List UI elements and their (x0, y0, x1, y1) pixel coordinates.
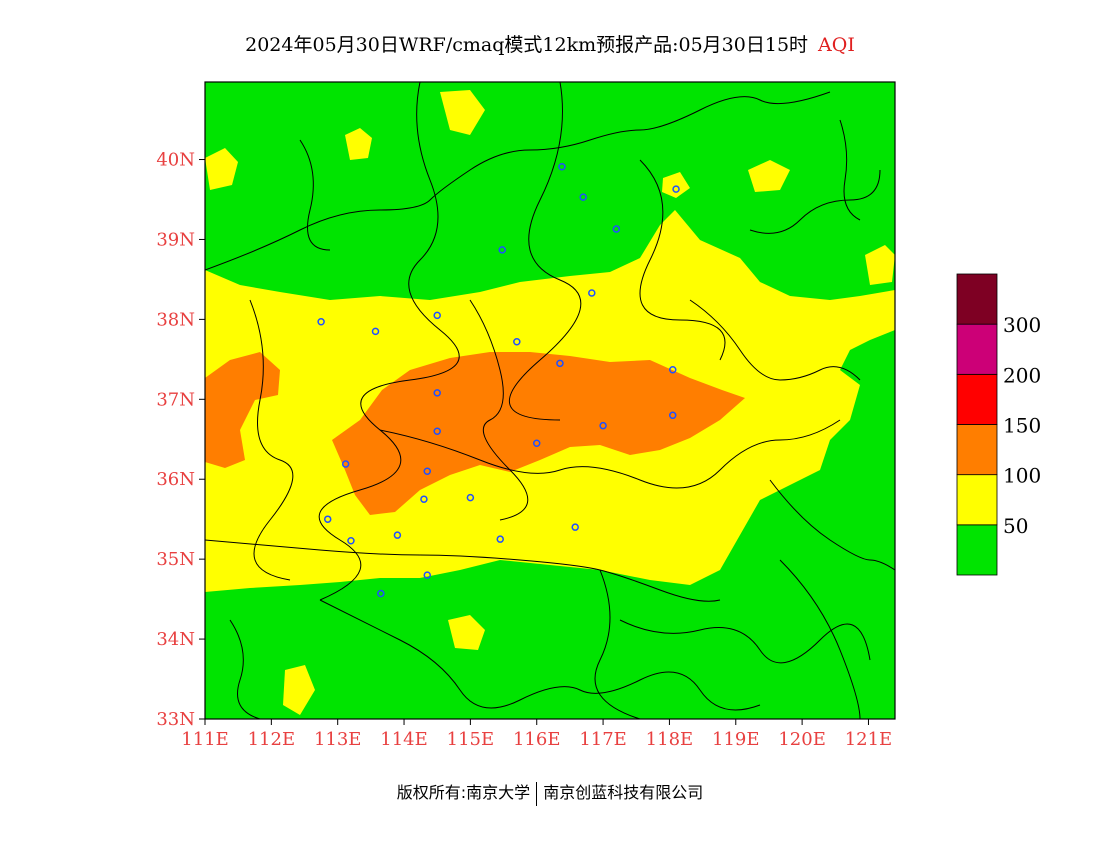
copyright-separator (536, 781, 538, 806)
lat-label: 38N (156, 309, 195, 330)
city-marker (672, 185, 680, 193)
orange-zone-west (205, 352, 280, 468)
city-marker (579, 193, 587, 201)
title-main: 2024年05月30日WRF/cmaq模式12km预报产品:05月30日15时 (245, 34, 809, 56)
yellow-zone-small-8 (662, 172, 690, 198)
yellow-zone-small-4 (865, 245, 895, 285)
lat-label: 35N (156, 549, 195, 570)
city-marker (588, 289, 596, 297)
city-marker (433, 389, 441, 397)
city-marker (433, 311, 441, 320)
lat-label: 34N (156, 629, 195, 650)
yellow-zone-small-6 (283, 665, 315, 715)
city-marker (377, 589, 385, 598)
lon-label: 112E (248, 729, 296, 750)
city-marker (420, 495, 428, 503)
city-marker (341, 460, 350, 468)
city-marker (423, 571, 432, 579)
map-plot-area (205, 82, 895, 719)
copyright-left: 版权所有:南京大学 (396, 783, 531, 802)
legend-swatch (956, 273, 998, 325)
legend-label: 150 (1003, 414, 1041, 438)
copyright-right: 南京创蓝科技有限公司 (543, 783, 704, 802)
city-marker (668, 365, 677, 374)
legend-swatch (956, 373, 998, 425)
city-marker (556, 359, 564, 368)
orange-zone (332, 352, 745, 515)
longitude-axis: 111E 112E 113E 114E 115E 116E 117E 118E 119E 120E… (181, 719, 892, 750)
city-marker (393, 531, 402, 539)
lon-label: 115E (447, 729, 495, 750)
lon-label: 114E (380, 729, 428, 750)
city-marker (423, 467, 432, 475)
city-markers (317, 162, 680, 598)
legend-label: 50 (1003, 514, 1028, 538)
city-marker (433, 427, 441, 436)
city-marker (558, 162, 566, 171)
city-marker (317, 318, 325, 326)
lon-label: 120E (778, 729, 826, 750)
legend-label: 300 (1003, 313, 1041, 337)
lon-label: 119E (712, 729, 760, 750)
yellow-zone-small-5 (448, 615, 485, 650)
yellow-zone-small-1 (345, 128, 372, 160)
city-marker (668, 411, 677, 420)
lat-label: 39N (156, 229, 195, 250)
legend-swatch (956, 524, 998, 576)
legend-swatch (956, 474, 998, 526)
lon-label: 113E (314, 729, 362, 750)
lat-label: 33N (156, 709, 195, 730)
city-marker (599, 421, 607, 430)
latitude-axis: 33N 34N 35N 36N 37N 38N 39N 40N (156, 150, 205, 730)
lat-label: 36N (156, 469, 195, 490)
lon-label: 117E (579, 729, 627, 750)
city-marker (466, 493, 475, 502)
city-marker (371, 327, 380, 336)
map-frame (204, 81, 896, 720)
lat-label: 37N (156, 389, 195, 410)
aqi-legend: 50 100 150 200 300 (956, 273, 1041, 576)
lon-label: 111E (181, 729, 229, 750)
legend-swatch (956, 323, 998, 375)
yellow-zone-small-2 (205, 148, 238, 190)
city-marker (612, 225, 621, 233)
legend-label: 100 (1003, 464, 1041, 488)
city-marker (498, 246, 506, 254)
yellow-zone-small-3 (748, 160, 790, 192)
yellow-zone-small-7 (440, 90, 485, 135)
map-title: 2024年05月30日WRF/cmaq模式12km预报产品:05月30日15时 A… (0, 30, 1100, 57)
lon-label: 121E (845, 729, 893, 750)
copyright-footer: 版权所有:南京大学 南京创蓝科技有限公司 (0, 779, 1100, 806)
lat-label: 40N (156, 150, 195, 171)
city-marker (513, 338, 521, 346)
legend-label: 200 (1003, 363, 1041, 387)
lon-label: 116E (513, 729, 561, 750)
lon-label: 118E (646, 729, 694, 750)
title-variable: AQI (818, 34, 855, 56)
city-marker (532, 439, 541, 448)
city-marker (347, 537, 355, 545)
city-marker (323, 515, 332, 523)
boundary-lines (205, 82, 895, 719)
city-marker (496, 535, 504, 543)
city-marker (571, 523, 579, 531)
legend-swatch (956, 424, 998, 476)
